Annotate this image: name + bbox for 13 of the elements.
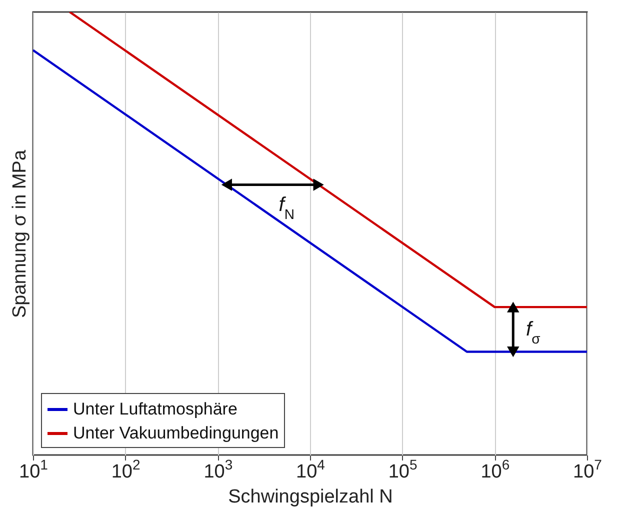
x-tick-label: 10$^{4}$ [296, 456, 326, 482]
x-tick-label: 10$^{3}$ [204, 456, 233, 482]
annotation: f$_{σ}$ [526, 318, 541, 346]
x-axis-title: Schwingspielzahl N [228, 486, 393, 508]
x-tick-label: 10$^{7}$ [573, 456, 602, 482]
x-tick-label: 10$^{2}$ [111, 456, 141, 482]
annotation: f$_{N}$ [278, 194, 294, 222]
legend-label: Unter Vakuumbedingungen [73, 424, 279, 442]
x-tick-label: 10$^{1}$ [19, 456, 48, 482]
x-tick-label: 10$^{5}$ [388, 456, 418, 482]
legend-label: Unter Luftatmosphäre [73, 400, 238, 418]
x-tick-label: 10$^{6}$ [480, 456, 510, 482]
y-axis-title: Spannung σ in MPa [10, 150, 30, 318]
